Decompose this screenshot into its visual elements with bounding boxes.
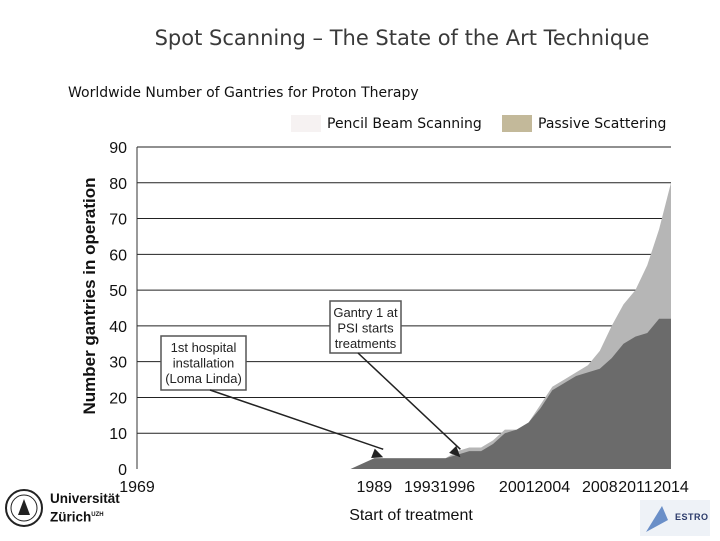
y-tick-label: 80 <box>109 176 127 193</box>
area-passive-scattering <box>137 318 671 469</box>
area-series <box>137 182 671 470</box>
x-tick-label: 1989 <box>357 479 393 496</box>
legend-label-passive-scattering: Passive Scattering <box>538 115 667 132</box>
annotation-arrow <box>209 389 384 450</box>
y-axis-label: Number gantries in operation <box>80 177 99 414</box>
annotation-box <box>160 335 247 391</box>
uzh-logo: Universität ZürichUZH <box>4 488 120 528</box>
x-axis-label: Start of treatment <box>349 507 473 524</box>
y-tick-label: 60 <box>109 247 127 264</box>
uzh-logo-text: Universität ZürichUZH <box>50 491 120 525</box>
y-tick-label: 90 <box>109 140 127 157</box>
annotation-text: installation <box>173 356 234 371</box>
annotation-arrowhead <box>371 448 384 458</box>
estro-logo-icon <box>640 500 710 536</box>
annotation-box <box>329 300 402 354</box>
x-tick-label: 1969 <box>119 479 155 496</box>
slide-title: Spot Scanning – The State of the Art Tec… <box>154 26 650 50</box>
chart-subtitle: Worldwide Number of Gantries for Proton … <box>68 85 419 101</box>
annotation-text: treatments <box>335 336 397 351</box>
annotation-text: PSI starts <box>337 321 394 336</box>
x-tick-label: 2001 <box>499 479 535 496</box>
x-tick-label: 2004 <box>535 479 571 496</box>
y-tick-label: 50 <box>109 283 127 300</box>
y-tick-labels: 0 10 20 30 40 50 60 70 80 90 <box>109 140 127 479</box>
y-tick-label: 0 <box>118 462 127 479</box>
x-tick-labels: 1969 1989 1993 1996 2001 2004 2008 2011 2014 <box>119 479 689 496</box>
legend-swatch-pencil-beam <box>291 115 321 132</box>
y-tick-label: 70 <box>109 212 127 229</box>
annotation-text: 1st hospital <box>171 340 237 355</box>
y-tick-label: 20 <box>109 390 127 407</box>
legend-item-passive-scattering: Passive Scattering <box>502 115 666 132</box>
annotation-arrowhead <box>449 445 461 458</box>
annotation-text: Gantry 1 at <box>333 305 398 320</box>
legend-label-pencil-beam: Pencil Beam Scanning <box>327 115 482 132</box>
x-tick-label: 2011 <box>618 479 653 496</box>
uzh-seal-icon <box>5 489 43 527</box>
x-tick-label: 2008 <box>582 479 618 496</box>
x-tick-label: 1996 <box>440 479 476 496</box>
estro-logo: ESTRO <box>640 500 710 536</box>
x-tick-label: 1993 <box>404 479 440 496</box>
y-tick-label: 30 <box>109 355 127 372</box>
legend-item-pencil-beam: Pencil Beam Scanning <box>291 115 482 132</box>
legend-swatch-passive-scattering <box>502 115 532 132</box>
annotation-arrow <box>357 352 461 450</box>
y-tick-label: 10 <box>109 426 127 443</box>
estro-logo-text: ESTRO <box>675 512 709 522</box>
y-tick-label: 40 <box>109 319 127 336</box>
annotation-text: (Loma Linda) <box>165 371 242 386</box>
x-tick-label: 2014 <box>653 479 689 496</box>
